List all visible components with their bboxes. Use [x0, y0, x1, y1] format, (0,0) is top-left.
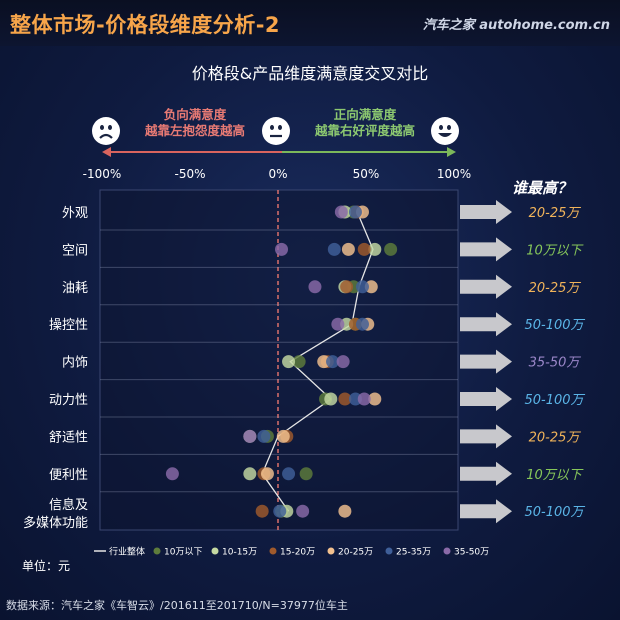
legend-dot-marker	[385, 547, 393, 555]
category-label: 操控性	[49, 317, 88, 333]
winner-label: 10万以下	[526, 468, 584, 483]
winner-arrow-icon	[460, 499, 512, 524]
legend-label: 20-25万	[338, 548, 373, 558]
data-point	[292, 355, 306, 369]
data-point	[299, 467, 313, 481]
data-point	[331, 317, 345, 331]
winner-arrow-icon	[460, 387, 512, 411]
negative-legend-line1: 负向满意度	[163, 107, 227, 122]
data-point	[368, 242, 382, 256]
category-label: 便利性	[49, 468, 88, 483]
category-label: 动力性	[49, 393, 88, 408]
data-point	[384, 242, 398, 256]
category-label: 多媒体功能	[23, 515, 88, 531]
winner-arrow-icon	[460, 274, 512, 299]
unit-label: 单位：元	[22, 559, 71, 573]
watermark: 汽车之家 autohome.com.cn	[422, 18, 610, 33]
category-label: 空间	[62, 243, 88, 258]
happy-face-icon	[431, 117, 459, 145]
data-point	[334, 205, 348, 219]
category-label: 舒适性	[49, 430, 88, 445]
legend-dot-marker	[211, 547, 219, 555]
x-tick-label: -100%	[83, 167, 122, 181]
positive-legend: 正向满意度 越靠右好评度越高	[290, 107, 440, 139]
data-point	[357, 242, 371, 256]
plot-area	[99, 189, 459, 531]
data-point	[243, 429, 257, 443]
winner-arrow-icon	[460, 200, 512, 224]
data-point	[355, 280, 369, 294]
winner-arrow-icon	[460, 349, 512, 374]
data-point	[327, 242, 341, 256]
data-point	[260, 467, 274, 481]
positive-legend-line1: 正向满意度	[333, 107, 397, 122]
data-point	[357, 392, 371, 406]
positive-arrow-head	[447, 147, 456, 157]
negative-legend: 负向满意度 越靠左抱怨度越高	[120, 107, 270, 139]
winner-arrow-icon	[460, 237, 512, 262]
data-point	[165, 467, 179, 481]
neutral-face-icon	[262, 117, 290, 145]
data-point	[336, 355, 350, 369]
category-label: 油耗	[62, 281, 88, 296]
winner-arrow-icon	[460, 424, 512, 449]
legend-label: 10-15万	[222, 548, 257, 558]
data-point	[348, 205, 362, 219]
data-point	[257, 429, 271, 443]
data-point	[273, 504, 287, 518]
category-label: 外观	[62, 206, 88, 221]
category-label: 信息及	[49, 497, 88, 513]
header-bar	[0, 0, 620, 46]
winner-label: 20-25万	[529, 206, 582, 221]
data-point	[282, 467, 296, 481]
winner-arrow-icon	[460, 312, 512, 337]
winner-label: 50-100万	[524, 505, 585, 520]
legend-label: 10万以下	[164, 548, 202, 558]
data-point	[326, 355, 340, 369]
legend-dot-marker	[443, 547, 451, 555]
source-note: 数据来源：汽车之家《车智云》/201611至201710/N=37977位车主	[6, 599, 348, 612]
winner-label: 50-100万	[524, 393, 585, 408]
negative-arrow-head	[102, 147, 111, 157]
x-tick-label: 100%	[437, 167, 471, 181]
legend-dot-marker	[327, 547, 335, 555]
winner-label: 50-100万	[524, 318, 585, 333]
data-point	[255, 504, 269, 518]
legend-dot-marker	[269, 547, 277, 555]
x-tick-label: 0%	[268, 167, 287, 181]
data-point	[308, 280, 322, 294]
data-point	[338, 392, 352, 406]
page-title: 整体市场-价格段维度分析-2	[10, 13, 281, 37]
positive-legend-line2: 越靠右好评度越高	[314, 123, 415, 138]
winner-label: 10万以下	[526, 243, 584, 258]
winner-label: 35-50万	[529, 356, 582, 371]
x-tick-label: 50%	[353, 167, 380, 181]
data-point	[282, 355, 296, 369]
x-tick-label: -50%	[174, 167, 205, 181]
data-point	[275, 242, 289, 256]
chart-subtitle: 价格段&产品维度满意度交叉对比	[191, 64, 429, 83]
data-point	[338, 504, 352, 518]
data-point	[324, 392, 338, 406]
winner-label: 20-25万	[529, 430, 582, 445]
data-point	[341, 242, 355, 256]
winner-label: 20-25万	[529, 281, 582, 296]
data-point	[355, 317, 369, 331]
data-point	[340, 280, 354, 294]
legend-label: 25-35万	[396, 548, 431, 558]
negative-legend-line2: 越靠左抱怨度越高	[144, 123, 245, 138]
category-label: 内饰	[62, 355, 88, 371]
legend-label: 行业整体	[109, 546, 145, 558]
legend-dot-marker	[153, 547, 161, 555]
data-point	[243, 467, 257, 481]
legend-label: 15-20万	[280, 548, 315, 558]
data-point	[296, 504, 310, 518]
data-point	[276, 429, 290, 443]
sad-face-icon	[92, 117, 120, 145]
data-point	[368, 392, 382, 406]
legend-label: 35-50万	[454, 548, 489, 558]
who-highest-title: 谁最高？	[512, 179, 573, 197]
winner-arrow-icon	[460, 461, 512, 486]
